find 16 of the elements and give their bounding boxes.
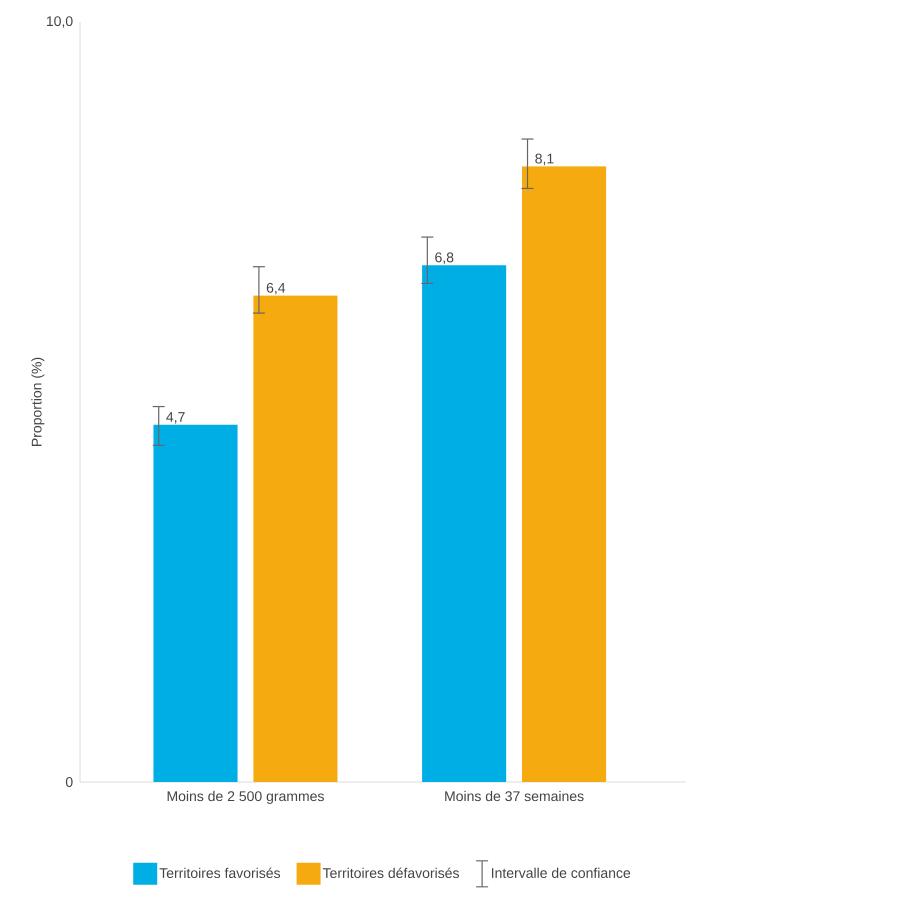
data-label: 6,4 <box>266 282 286 294</box>
data-label: 4,7 <box>166 412 185 424</box>
x-tick-label: Moins de 2 500 grammes <box>168 790 324 804</box>
bar <box>522 166 606 782</box>
bar <box>153 424 238 782</box>
data-label: 6,8 <box>435 252 454 264</box>
text: Intervalle de confiance <box>492 868 630 878</box>
y-tick-label: 0 <box>66 777 73 787</box>
bar <box>253 296 338 782</box>
y-axis-title: Proportion (%) <box>31 358 44 446</box>
data-label: 8,1 <box>535 154 554 166</box>
legend-label: Territoires défavorisés <box>322 868 459 878</box>
y-tick-label: 10,0 <box>46 16 73 28</box>
legend-label: Territoires favorisés <box>160 868 280 878</box>
bar <box>422 265 506 782</box>
x-tick-label: Moins de 37 semaines <box>445 790 584 802</box>
